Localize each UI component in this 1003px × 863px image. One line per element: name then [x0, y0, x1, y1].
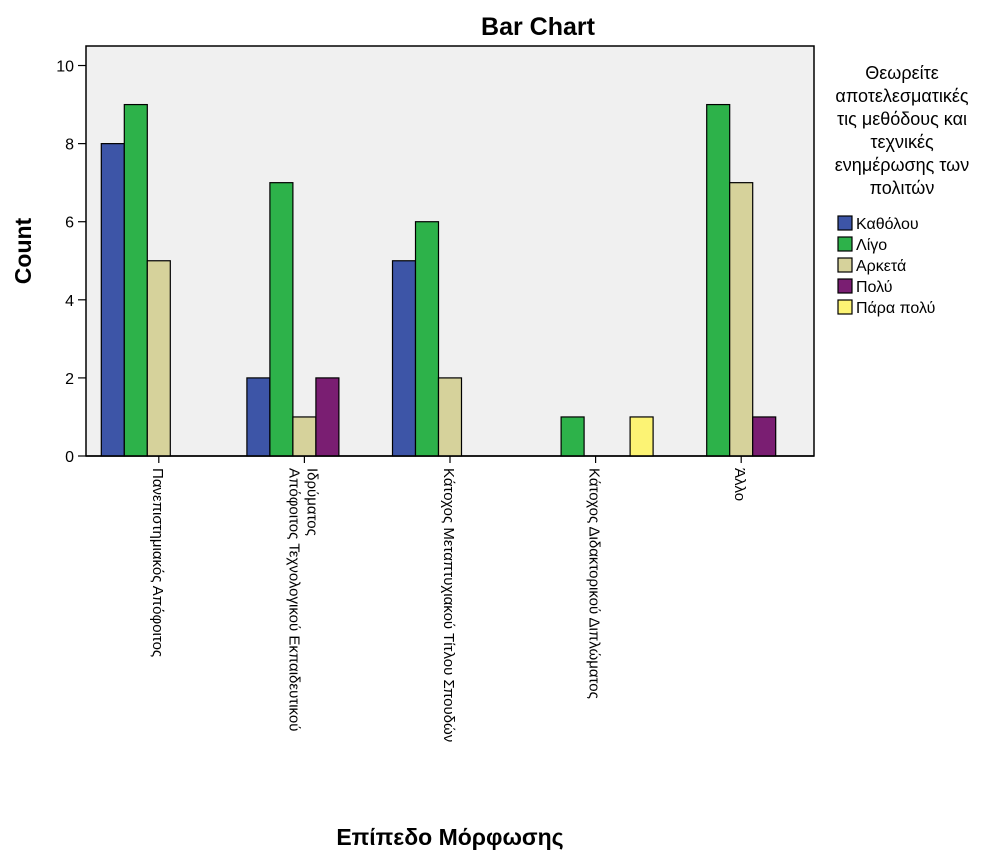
legend: Θεωρείτε αποτελεσματικές τις μεθόδους και τ…: [835, 63, 969, 317]
x-category-label: Κάτοχος Μεταπτυχιακού Τίτλου Σπουδών: [440, 468, 457, 742]
bar-3-3: [437, 377, 463, 457]
x-axis: Πανεπιστημιακός Απόφοιτος Απόφοιτος Τεχνο…: [86, 455, 814, 742]
x-category-label: Άλλο: [731, 468, 748, 501]
legend-label: Καθόλου: [856, 216, 919, 233]
legend-swatch: [837, 278, 853, 294]
legend-label: Αρκετά: [856, 258, 906, 275]
x-category-label: Απόφοιτος Τεχνολογικού ΕκπαιδευτικούΙδρύ…: [285, 468, 320, 731]
legend-swatch: [837, 236, 853, 252]
bar-2-3: [292, 416, 317, 457]
x-category-label-line: Πανεπιστημιακός Απόφοιτος: [149, 468, 166, 657]
bar-1-2: [123, 103, 148, 457]
y-tick-label: 0: [65, 449, 74, 466]
bar-5-2: [706, 103, 731, 457]
y-tick-label: 2: [65, 371, 74, 388]
y-tick-label: 6: [65, 215, 74, 232]
legend-title-line: ενημέρωσης των: [835, 155, 969, 175]
bar-3-2: [414, 221, 440, 457]
bar-1-1: [100, 143, 125, 457]
x-category-label-line: Ιδρύματος: [303, 468, 320, 536]
y-tick-label: 10: [56, 59, 74, 76]
bar-1-3: [146, 260, 171, 457]
legend-title-line: πολιτών: [870, 178, 935, 198]
y-axis: 0 2 4 6 8 10: [56, 59, 86, 466]
legend-title-line: τις μεθόδους και: [837, 109, 967, 129]
bar-4-2: [560, 416, 585, 457]
legend-label: Πολύ: [856, 279, 893, 296]
legend-title-line: αποτελεσματικές: [835, 86, 969, 106]
legend-title-line: τεχνικές: [870, 132, 934, 152]
bar-3-1: [391, 260, 417, 457]
legend-swatch: [837, 215, 853, 231]
legend-swatch: [837, 299, 853, 315]
bar-2-1: [246, 377, 271, 457]
bar-2-2: [269, 182, 294, 457]
x-category-label-line: Κάτοχος Διδακτορικού Διπλώματος: [586, 468, 603, 699]
bar-2-4: [315, 377, 340, 457]
y-tick-label: 8: [65, 137, 74, 154]
bar-5-4: [752, 416, 777, 457]
bars: [100, 103, 777, 457]
bar-4-5: [629, 416, 654, 457]
legend-label: Λίγο: [856, 237, 887, 254]
x-category-label-line: Απόφοιτος Τεχνολογικού Εκπαιδευτικού: [285, 468, 302, 731]
legend-swatch: [837, 257, 853, 273]
x-category-label: Πανεπιστημιακός Απόφοιτος: [149, 468, 166, 657]
x-category-label-line: Άλλο: [731, 468, 748, 501]
y-tick-label: 4: [65, 293, 74, 310]
y-axis-title: Count: [10, 217, 36, 284]
legend-title-line: Θεωρείτε: [865, 63, 938, 83]
legend-label: Πάρα πολύ: [856, 300, 935, 317]
bar-5-3: [729, 182, 754, 457]
x-category-label-line: Κάτοχος Μεταπτυχιακού Τίτλου Σπουδών: [440, 468, 457, 742]
x-category-label: Κάτοχος Διδακτορικού Διπλώματος: [586, 468, 603, 699]
chart-title: Bar Chart: [481, 13, 596, 41]
x-axis-title: Επίπεδο Μόρφωσης: [336, 824, 563, 850]
